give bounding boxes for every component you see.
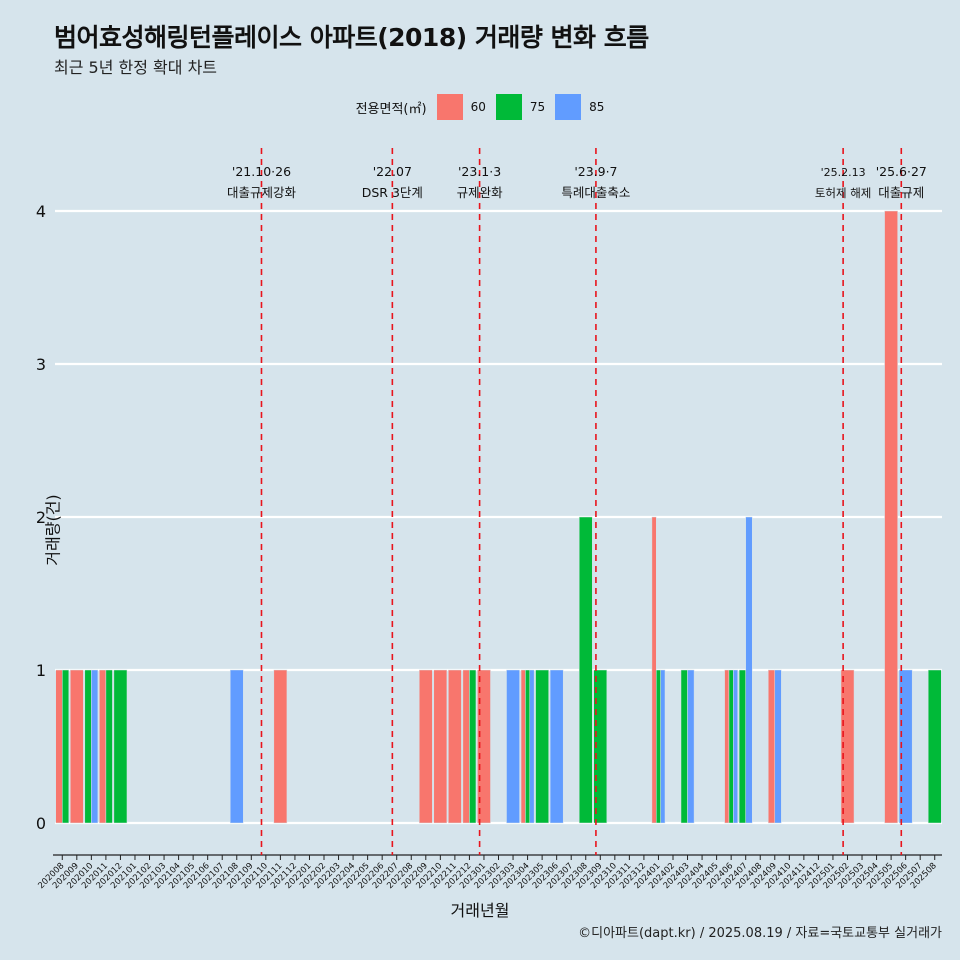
bar-75-202309 [593, 669, 608, 824]
bar-85-202406 [733, 669, 738, 824]
bar-85-202304 [529, 669, 535, 824]
bar-75-202011 [105, 669, 113, 824]
bar-60-202409 [767, 669, 776, 824]
bar-75-202304 [525, 669, 531, 824]
bar-75-202212 [469, 669, 477, 824]
source-caption: ©디아파트(dapt.kr) / 2025.08.19 / 자료=국토교통부 실… [578, 926, 942, 941]
bar-60-202212 [462, 669, 470, 824]
bar-75-202401 [656, 669, 661, 824]
bar-85-202108 [229, 669, 244, 824]
event-label: 규제완화 [457, 185, 504, 200]
y-tick-label: 0 [36, 814, 46, 833]
bar-85-202506 [898, 669, 913, 824]
chart-subtitle: 최근 5년 한정 확대 차트 [54, 58, 218, 77]
bar-60-202111 [273, 669, 288, 824]
bar-75-202407 [738, 669, 746, 824]
event-date-label: '23.1·3 [458, 164, 501, 179]
bar-60-202210 [433, 669, 448, 824]
x-axis-label: 거래년월 [450, 901, 510, 920]
event-date-label: '25.2.13 [821, 166, 866, 179]
event-date-label: '22.07 [373, 164, 412, 179]
bar-60-202304 [520, 669, 526, 824]
bar-75-202305 [535, 669, 549, 824]
legend-key-60 [436, 94, 463, 120]
y-tick-label: 3 [36, 355, 46, 374]
bar-60-202011 [99, 669, 107, 824]
legend-label-60: 60 [470, 100, 486, 114]
y-axis-label: 거래량(건) [43, 494, 63, 566]
event-label: 특례대출축소 [561, 185, 630, 200]
bar-60-202505 [884, 210, 898, 824]
event-date-label: '21.10·26 [232, 164, 291, 179]
event-date-label: '23.9·7 [574, 164, 617, 179]
legend-label-75: 75 [529, 100, 546, 114]
y-tick-label: 1 [36, 661, 46, 680]
bar-60-202401 [651, 516, 657, 824]
event-label: 토허제 해제 [815, 186, 872, 200]
bar-75-202406 [728, 669, 734, 824]
bar-85-202403 [687, 669, 695, 824]
bar-60-202009 [70, 669, 84, 824]
bar-85-202401 [660, 669, 666, 824]
chart-title: 범어효성해링턴플레이스 아파트(2018) 거래량 변화 흐름 [54, 23, 649, 52]
bar-60-202406 [724, 669, 730, 824]
bar-75-202308 [578, 516, 593, 824]
bar-85-202306 [549, 669, 564, 824]
bar-75-202012 [113, 669, 128, 824]
legend-title: 전용면적(㎡) [355, 101, 427, 117]
legend-key-85 [555, 94, 582, 120]
legend-key-75 [495, 94, 522, 120]
bar-60-202008 [55, 669, 63, 824]
legend-label-85: 85 [589, 100, 605, 114]
legend: 전용면적(㎡) 60 75 85 [0, 92, 960, 122]
bar-75-202008 [62, 669, 70, 824]
bar-60-202502 [840, 669, 855, 824]
y-tick-label: 4 [36, 202, 46, 221]
bar-75-202403 [680, 669, 688, 824]
bar-75-202010 [84, 669, 92, 824]
legend-item-85: 85 [555, 94, 604, 120]
event-label: DSR 3단계 [362, 185, 423, 200]
bar-60-202301 [477, 669, 491, 824]
bar-60-202209 [419, 669, 433, 824]
event-date-label: '25.6·27 [876, 164, 927, 179]
bar-85-202303 [506, 669, 520, 824]
bar-85-202407 [745, 516, 753, 824]
legend-item-75: 75 [495, 94, 546, 120]
event-label: 대출규제 [878, 185, 924, 200]
legend-item-60: 60 [436, 94, 486, 120]
bar-75-202508 [927, 669, 942, 824]
event-label: 대출규제강화 [227, 185, 297, 200]
bar-60-202211 [448, 669, 462, 824]
y-tick-label: 2 [36, 508, 46, 527]
bar-85-202409 [774, 669, 782, 824]
bar-85-202010 [91, 669, 99, 824]
